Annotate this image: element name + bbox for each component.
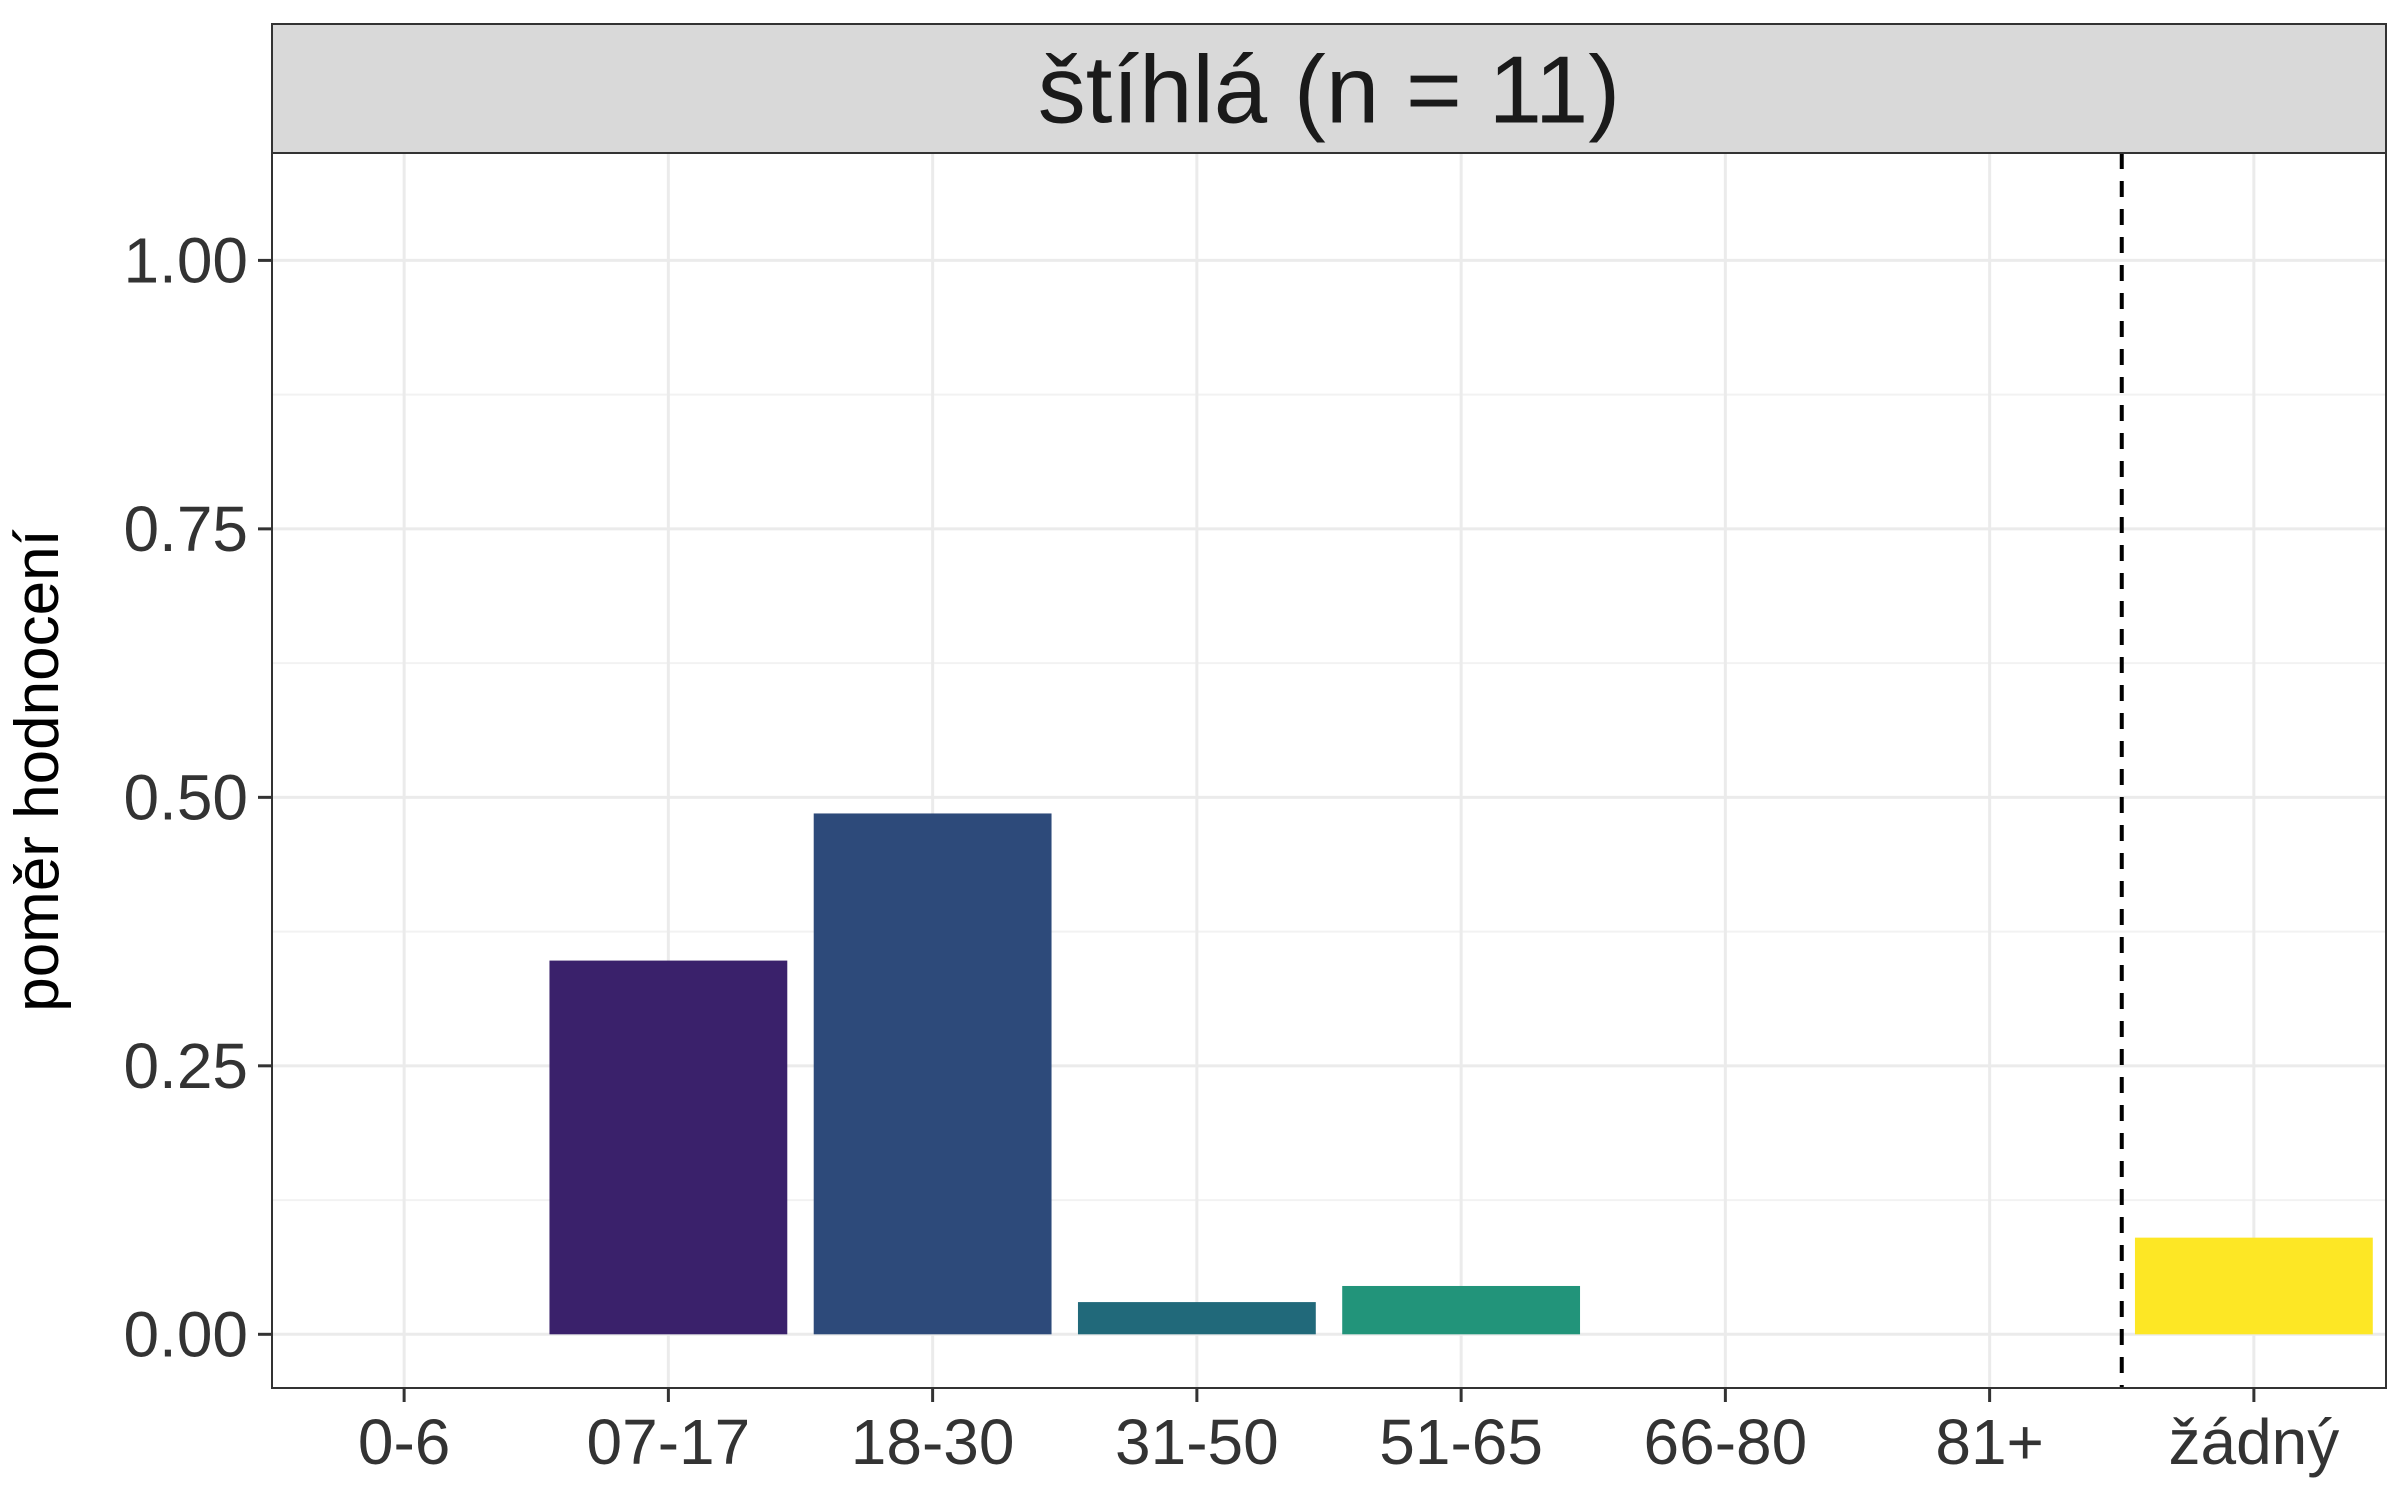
- bar-31-50: [1077, 1302, 1316, 1335]
- x-axis: 0-6 07-17 18-30 31-50 51-65 66-80 81+ žádný: [358, 1388, 2339, 1478]
- y-tick-label: 0.25: [123, 1030, 248, 1102]
- bar-07-17: [549, 960, 788, 1335]
- x-tick-label: 31-50: [1115, 1406, 1279, 1478]
- bar-18-30: [813, 813, 1052, 1335]
- x-tick-label: 18-30: [851, 1406, 1015, 1478]
- bars: [549, 813, 2373, 1335]
- x-tick-label: 07-17: [587, 1406, 751, 1478]
- y-tick-label: 0.75: [123, 493, 248, 565]
- x-tick-label: žádný: [2168, 1406, 2339, 1478]
- y-axis: 0.00 0.25 0.50 0.75 1.00: [123, 224, 272, 1370]
- bar-51-65: [1342, 1285, 1581, 1335]
- y-tick-label: 1.00: [123, 224, 248, 296]
- x-tick-label: 51-65: [1379, 1406, 1543, 1478]
- y-axis-title: poměr hodnocení: [3, 529, 72, 1012]
- grid-lines: [272, 153, 2386, 1388]
- facet-title: štíhlá (n = 11): [1038, 37, 1621, 144]
- facet-strip: [271, 23, 2387, 154]
- bar-žádný: [2134, 1237, 2373, 1335]
- x-tick-label: 66-80: [1644, 1406, 1808, 1478]
- y-tick-label: 0.50: [123, 761, 248, 833]
- x-tick-label: 81+: [1935, 1406, 2044, 1478]
- y-tick-label: 0.00: [123, 1298, 248, 1370]
- x-tick-label: 0-6: [358, 1406, 451, 1478]
